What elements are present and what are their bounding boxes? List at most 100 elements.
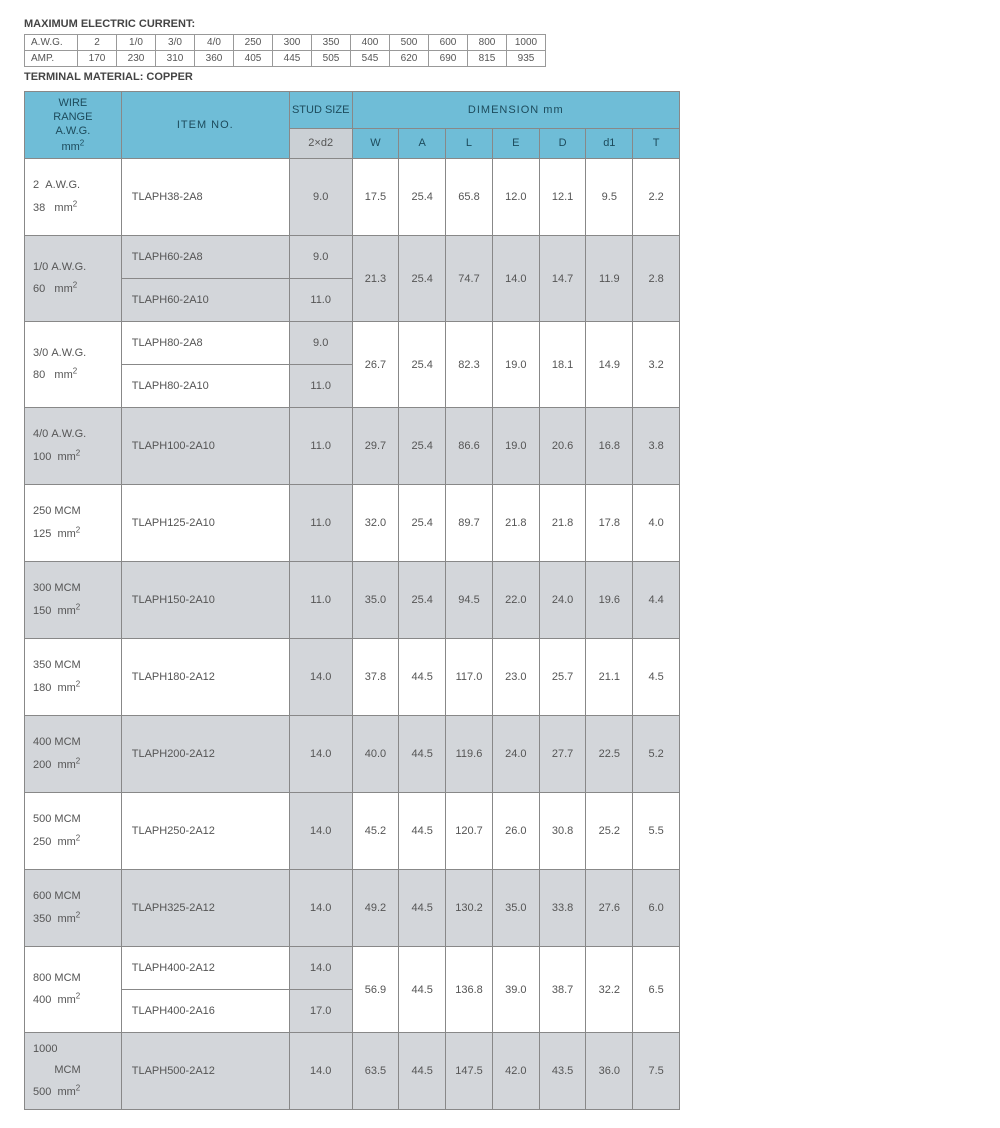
dimension-cell: 136.8 <box>446 947 493 1033</box>
dimension-cell: 9.5 <box>586 159 633 236</box>
amp-cell: 445 <box>273 51 312 67</box>
dimension-cell: 18.1 <box>539 322 586 408</box>
amp-cell: 405 <box>234 51 273 67</box>
table-row: 300 MCM150 mm2TLAPH150-2A1011.035.025.49… <box>25 562 680 639</box>
dimension-cell: 11.9 <box>586 236 633 322</box>
max-current-amp-row: AMP. 17023031036040544550554562069081593… <box>25 51 546 67</box>
dimension-cell: 119.6 <box>446 716 493 793</box>
dimension-cell: 29.7 <box>352 408 399 485</box>
dimension-cell: 30.8 <box>539 793 586 870</box>
awg-cell: 350 <box>312 35 351 51</box>
dimension-cell: 27.7 <box>539 716 586 793</box>
amp-cell: 170 <box>78 51 117 67</box>
table-row: 350 MCM180 mm2TLAPH180-2A1214.037.844.51… <box>25 639 680 716</box>
dimension-cell: 20.6 <box>539 408 586 485</box>
item-no-cell: TLAPH500-2A12 <box>121 1033 289 1110</box>
dimension-cell: 89.7 <box>446 485 493 562</box>
stud-size-cell: 14.0 <box>289 870 352 947</box>
awg-cell: 800 <box>468 35 507 51</box>
item-no-cell: TLAPH200-2A12 <box>121 716 289 793</box>
dimension-cell: 19.0 <box>492 322 539 408</box>
dimension-cell: 16.8 <box>586 408 633 485</box>
dimension-cell: 36.0 <box>586 1033 633 1110</box>
item-no-cell: TLAPH250-2A12 <box>121 793 289 870</box>
dimension-cell: 25.4 <box>399 562 446 639</box>
col-item-no: ITEM NO. <box>121 92 289 159</box>
dimension-cell: 44.5 <box>399 947 446 1033</box>
dimension-cell: 21.1 <box>586 639 633 716</box>
dimension-cell: 22.5 <box>586 716 633 793</box>
col-stud-size: STUD SIZE <box>289 92 352 129</box>
dimension-cell: 94.5 <box>446 562 493 639</box>
col-stud-sub: 2×d2 <box>289 128 352 158</box>
dimension-cell: 33.8 <box>539 870 586 947</box>
dimension-cell: 44.5 <box>399 639 446 716</box>
wire-range-cell: 1000 MCM500 mm2 <box>25 1033 122 1110</box>
terminal-material-title: TERMINAL MATERIAL: COPPER <box>24 71 976 83</box>
dimension-cell: 14.9 <box>586 322 633 408</box>
amp-cell: 935 <box>507 51 546 67</box>
dimension-cell: 39.0 <box>492 947 539 1033</box>
dimension-cell: 17.5 <box>352 159 399 236</box>
wire-range-cell: 500 MCM250 mm2 <box>25 793 122 870</box>
col-L: L <box>446 128 493 158</box>
dimension-cell: 49.2 <box>352 870 399 947</box>
dimension-cell: 120.7 <box>446 793 493 870</box>
item-no-cell: TLAPH60-2A8 <box>121 236 289 279</box>
dimension-cell: 2.8 <box>633 236 680 322</box>
awg-cell: 400 <box>351 35 390 51</box>
wire-range-cell: 250 MCM125 mm2 <box>25 485 122 562</box>
dimension-cell: 45.2 <box>352 793 399 870</box>
dimension-cell: 23.0 <box>492 639 539 716</box>
item-no-cell: TLAPH60-2A10 <box>121 279 289 322</box>
dimension-cell: 65.8 <box>446 159 493 236</box>
dimension-cell: 4.5 <box>633 639 680 716</box>
dimension-cell: 35.0 <box>352 562 399 639</box>
amp-cell: 230 <box>117 51 156 67</box>
dimension-cell: 5.2 <box>633 716 680 793</box>
max-current-title: MAXIMUM ELECTRIC CURRENT: <box>24 18 976 30</box>
stud-size-cell: 14.0 <box>289 947 352 990</box>
wire-range-cell: 600 MCM350 mm2 <box>25 870 122 947</box>
item-no-cell: TLAPH80-2A10 <box>121 365 289 408</box>
dimension-cell: 37.8 <box>352 639 399 716</box>
item-no-cell: TLAPH100-2A10 <box>121 408 289 485</box>
dimension-cell: 5.5 <box>633 793 680 870</box>
item-no-cell: TLAPH325-2A12 <box>121 870 289 947</box>
dimension-cell: 35.0 <box>492 870 539 947</box>
stud-size-cell: 14.0 <box>289 639 352 716</box>
dimension-cell: 24.0 <box>539 562 586 639</box>
col-A: A <box>399 128 446 158</box>
awg-cell: 4/0 <box>195 35 234 51</box>
amp-cell: 360 <box>195 51 234 67</box>
dimension-cell: 63.5 <box>352 1033 399 1110</box>
dimension-cell: 74.7 <box>446 236 493 322</box>
stud-size-cell: 9.0 <box>289 159 352 236</box>
dimension-cell: 130.2 <box>446 870 493 947</box>
dimension-cell: 117.0 <box>446 639 493 716</box>
dimension-cell: 26.7 <box>352 322 399 408</box>
dimension-cell: 82.3 <box>446 322 493 408</box>
dimension-cell: 24.0 <box>492 716 539 793</box>
awg-cell: 1/0 <box>117 35 156 51</box>
max-current-table: A.W.G. 21/03/04/025030035040050060080010… <box>24 34 546 67</box>
dimension-cell: 12.0 <box>492 159 539 236</box>
dimension-cell: 25.4 <box>399 408 446 485</box>
amp-cell: 690 <box>429 51 468 67</box>
dimension-cell: 12.1 <box>539 159 586 236</box>
table-row: 600 MCM350 mm2TLAPH325-2A1214.049.244.51… <box>25 870 680 947</box>
dimension-cell: 32.2 <box>586 947 633 1033</box>
dimension-cell: 40.0 <box>352 716 399 793</box>
stud-size-cell: 11.0 <box>289 562 352 639</box>
stud-size-cell: 11.0 <box>289 408 352 485</box>
awg-cell: 250 <box>234 35 273 51</box>
wire-range-cell: 4/0 A.W.G.100 mm2 <box>25 408 122 485</box>
item-no-cell: TLAPH150-2A10 <box>121 562 289 639</box>
dimension-cell: 19.6 <box>586 562 633 639</box>
table-row: 500 MCM250 mm2TLAPH250-2A1214.045.244.51… <box>25 793 680 870</box>
dimension-cell: 25.4 <box>399 322 446 408</box>
wire-range-cell: 350 MCM180 mm2 <box>25 639 122 716</box>
dimension-cell: 147.5 <box>446 1033 493 1110</box>
dimension-cell: 25.4 <box>399 236 446 322</box>
dimension-cell: 21.8 <box>539 485 586 562</box>
